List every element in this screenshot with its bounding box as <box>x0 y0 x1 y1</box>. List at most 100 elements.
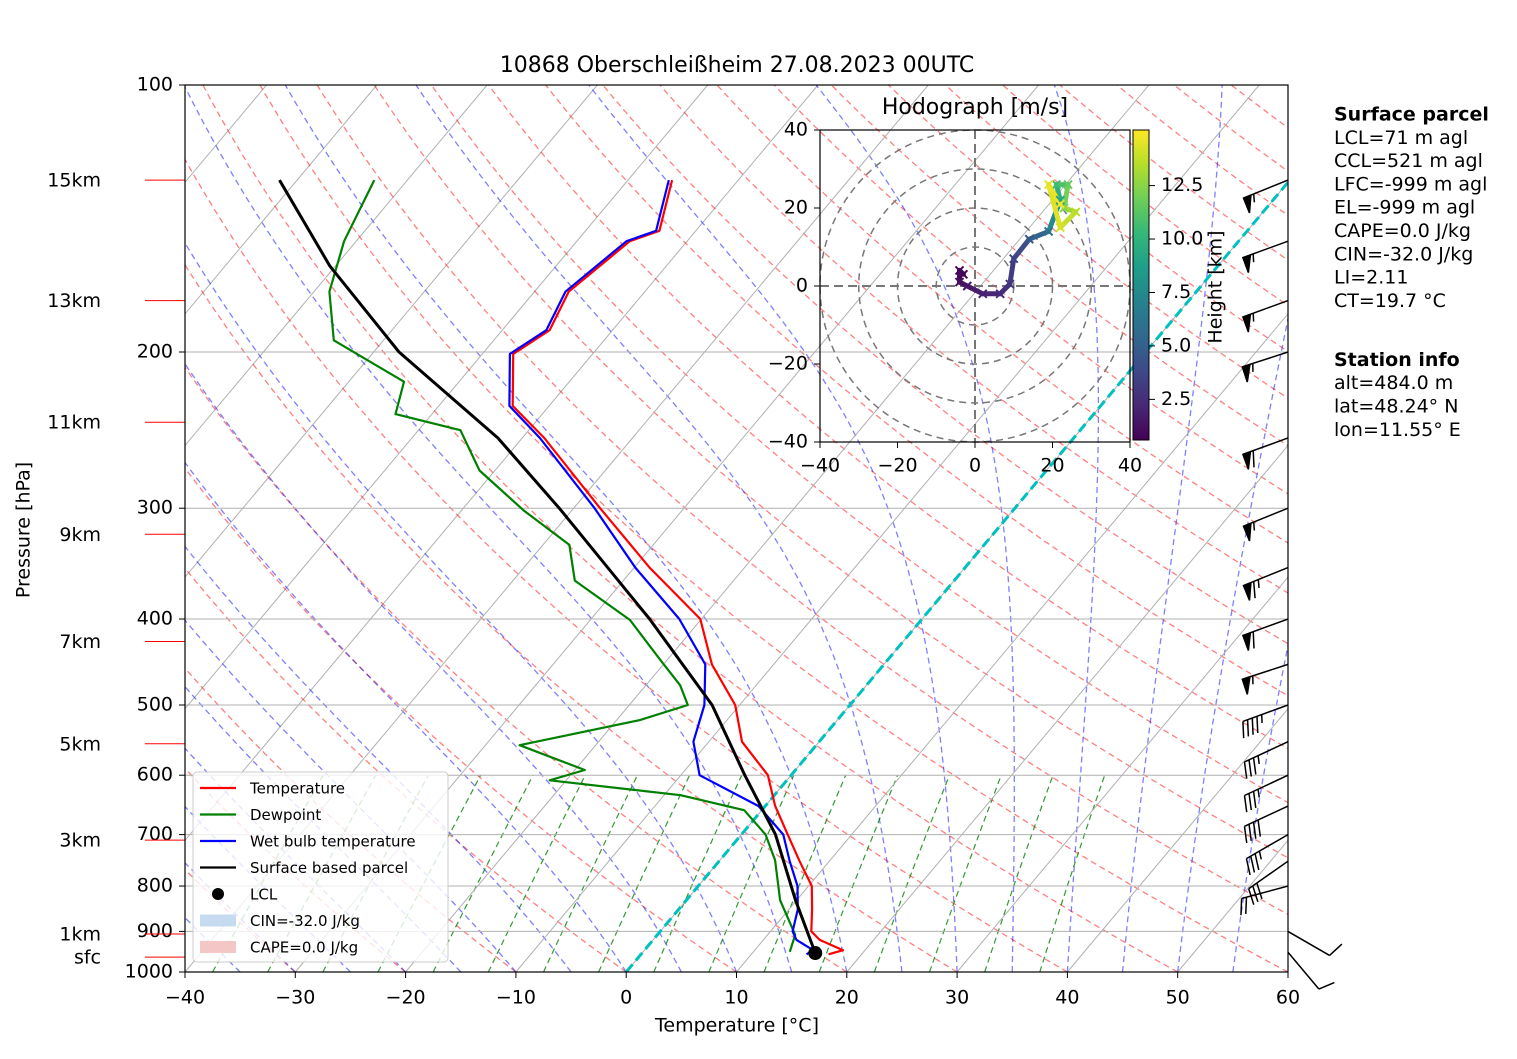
height-tick-label: 13km <box>47 290 101 312</box>
y-axis-label: Pressure [hPa] <box>13 462 35 598</box>
moist-adiabat <box>185 85 793 972</box>
hodograph-point <box>995 289 1005 299</box>
height-tick-label: 7km <box>59 631 101 653</box>
legend: Temperature Dewpoint Wet bulb temperature S… <box>192 771 449 963</box>
panel-line: lat=48.24° N <box>1334 396 1458 418</box>
wind-barb <box>1243 774 1289 813</box>
dry-adiabat <box>602 85 1288 645</box>
hodograph-x-tick-label: 40 <box>1118 455 1142 477</box>
height-tick-label: 11km <box>47 412 101 434</box>
legend-label: CIN=-32.0 J/kg <box>250 912 360 930</box>
hodograph-point <box>1024 234 1034 244</box>
hodograph-x-tick-label: −40 <box>800 455 840 477</box>
x-tick-label: −20 <box>386 987 426 1009</box>
y-tick-label: 600 <box>137 764 173 786</box>
y-tick-label: 300 <box>137 497 173 519</box>
moist-adiabat <box>185 461 627 972</box>
profile-line <box>278 179 817 954</box>
hodograph-point <box>1005 279 1015 289</box>
hodograph-point <box>1043 226 1054 237</box>
isotherm <box>185 85 378 315</box>
dry-adiabat <box>316 85 1288 916</box>
dry-adiabat <box>545 85 1288 697</box>
wind-barb <box>1241 663 1289 695</box>
plot-frame <box>184 84 1289 973</box>
moist-adiabat <box>284 85 848 972</box>
colorbar-tick-label: 5.0 <box>1161 334 1191 356</box>
wind-barb <box>1241 437 1289 470</box>
wind-barb <box>1240 885 1289 916</box>
hodograph-point <box>1055 199 1065 209</box>
y-tick-label: 400 <box>137 608 173 630</box>
isotherm <box>185 85 598 578</box>
dry-adiabat <box>185 467 737 972</box>
x-tick-label: 40 <box>1055 987 1079 1009</box>
hodograph-x-tick-label: 0 <box>969 455 981 477</box>
legend-patch <box>200 914 236 927</box>
hodograph-title: Hodograph [m/s] <box>882 95 1068 120</box>
panel-line: LFC=-999 m agl <box>1334 173 1487 195</box>
colorbar-tick-label: 7.5 <box>1161 281 1191 303</box>
panel-line: CT=19.7 °C <box>1334 290 1446 312</box>
moist-adiabat <box>815 85 1015 972</box>
dry-adiabat <box>373 85 1288 859</box>
wind-barb <box>1241 351 1289 383</box>
hodograph-point <box>954 277 965 287</box>
x-tick-label: 30 <box>945 987 969 1009</box>
legend-label: Dewpoint <box>250 806 321 824</box>
panel-line: CCL=521 m agl <box>1334 150 1483 172</box>
x-tick-label: 60 <box>1276 987 1300 1009</box>
colorbar-tick-label: 12.5 <box>1161 174 1203 196</box>
isotherm-grid-line <box>405 85 1150 972</box>
dry-adiabat <box>659 85 1288 594</box>
dry-adiabat <box>202 85 1179 972</box>
isotherm-grid-line <box>956 576 1288 972</box>
chart-title: 10868 Oberschleißheim 27.08.2023 00UTC <box>500 53 975 78</box>
hodograph-point <box>1051 179 1062 190</box>
wind-barb <box>1247 860 1289 905</box>
legend-label: Surface based parcel <box>250 859 408 877</box>
legend-label: LCL <box>250 886 278 904</box>
isotherm-grid-line <box>736 313 1288 972</box>
hodograph-y-tick-label: 40 <box>784 119 808 141</box>
isotherm <box>185 85 488 447</box>
hodograph-point <box>1043 179 1054 190</box>
height-tick-label: 5km <box>59 733 101 755</box>
colorbar <box>1132 129 1150 441</box>
x-tick-label: 10 <box>724 987 748 1009</box>
hodograph-point <box>978 289 988 299</box>
wind-barb <box>1287 930 1343 957</box>
moist-adiabat <box>588 85 958 972</box>
panel-line: CIN=-32.0 J/kg <box>1334 243 1473 265</box>
isotherm <box>185 85 709 710</box>
wind-barb <box>1241 240 1289 273</box>
legend-label: CAPE=0.0 J/kg <box>250 939 358 957</box>
x-tick-label: 0 <box>620 987 632 1009</box>
dry-adiabat <box>773 85 1288 495</box>
x-tick-label: −40 <box>165 987 205 1009</box>
hodograph-point <box>962 281 972 291</box>
lcl-point <box>808 946 823 961</box>
y-tick-label: 900 <box>137 920 173 942</box>
hodograph-y-tick-label: 0 <box>796 275 808 297</box>
panel-line: CAPE=0.0 J/kg <box>1334 220 1471 242</box>
dry-adiabat <box>887 85 1288 399</box>
x-tick-label: 50 <box>1166 987 1190 1009</box>
hodograph-x-tick-label: 20 <box>1040 455 1064 477</box>
x-axis-label: Temperature [°C] <box>654 1015 819 1037</box>
mixing-ratio-line <box>432 774 534 972</box>
wind-barb <box>1243 805 1289 844</box>
dry-adiabat <box>185 158 1068 972</box>
hodograph-point <box>1055 222 1065 233</box>
hodograph-segment <box>1026 228 1052 242</box>
moist-adiabat <box>1177 315 1288 972</box>
hodograph: −40 −20 0 20 40 −40 −20 0 20 40 2.5 5.0 7.5 10.0 12.5 <box>768 119 1203 477</box>
panel-line: EL=-999 m agl <box>1334 197 1475 219</box>
wind-barb <box>1242 704 1289 739</box>
moist-adiabat <box>185 241 738 972</box>
wind-barb <box>1242 507 1289 542</box>
hodograph-segment <box>1061 182 1071 211</box>
hodograph-segment <box>1053 182 1063 203</box>
legend-box <box>192 771 449 963</box>
